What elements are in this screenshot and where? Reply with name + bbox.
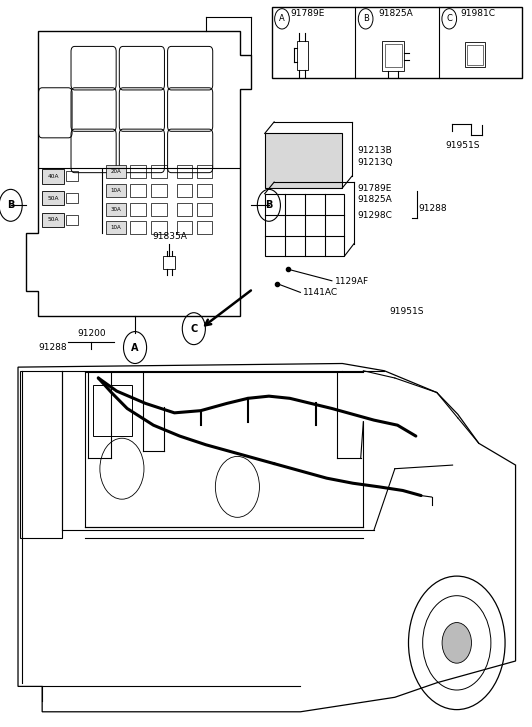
Bar xyxy=(151,166,167,178)
Bar xyxy=(130,203,146,216)
Text: B: B xyxy=(265,201,272,210)
Bar xyxy=(177,221,192,234)
Text: 91200: 91200 xyxy=(77,329,106,338)
Text: C: C xyxy=(446,15,452,23)
Bar xyxy=(42,169,64,183)
Bar xyxy=(177,184,192,197)
Text: 91789E: 91789E xyxy=(290,9,325,18)
Text: 91825A: 91825A xyxy=(379,9,413,18)
Text: A: A xyxy=(131,342,139,353)
Text: 91298C: 91298C xyxy=(357,212,392,220)
Text: 91951S: 91951S xyxy=(446,141,480,150)
Bar xyxy=(177,203,192,216)
Text: 91213Q: 91213Q xyxy=(357,158,393,167)
Text: 91789E: 91789E xyxy=(357,184,392,193)
Bar xyxy=(465,42,485,68)
Bar xyxy=(130,166,146,178)
Bar xyxy=(197,184,212,197)
Bar xyxy=(163,256,176,269)
Bar xyxy=(130,184,146,197)
Bar xyxy=(106,203,126,216)
Bar xyxy=(42,190,64,205)
Bar xyxy=(106,221,126,234)
Text: 91825A: 91825A xyxy=(357,196,392,204)
Text: 91835A: 91835A xyxy=(152,232,187,241)
Bar xyxy=(383,41,404,71)
Bar xyxy=(197,203,212,216)
Text: A: A xyxy=(279,15,285,23)
Bar xyxy=(151,184,167,197)
Bar xyxy=(106,166,126,178)
Text: 91213B: 91213B xyxy=(357,146,392,155)
Bar xyxy=(151,203,167,216)
Bar xyxy=(265,193,344,256)
Text: 10A: 10A xyxy=(111,225,121,230)
Bar xyxy=(93,385,132,436)
Text: 20A: 20A xyxy=(111,169,121,174)
Bar xyxy=(151,221,167,234)
Text: 91951S: 91951S xyxy=(389,308,424,316)
Text: B: B xyxy=(7,201,14,210)
Text: 50A: 50A xyxy=(47,196,59,201)
Text: 30A: 30A xyxy=(111,207,121,212)
Bar xyxy=(197,166,212,178)
Bar xyxy=(66,172,78,181)
Bar xyxy=(271,7,522,79)
Bar xyxy=(297,41,308,70)
Bar xyxy=(66,214,78,225)
Text: 50A: 50A xyxy=(47,217,59,222)
Bar xyxy=(265,134,343,188)
Text: B: B xyxy=(363,15,369,23)
Text: 91288: 91288 xyxy=(38,343,67,353)
Bar xyxy=(197,221,212,234)
Text: 91981C: 91981C xyxy=(461,9,496,18)
Circle shape xyxy=(442,622,471,663)
Bar xyxy=(106,184,126,197)
Text: 1141AC: 1141AC xyxy=(303,289,338,297)
Text: 10A: 10A xyxy=(111,188,121,193)
Bar xyxy=(130,221,146,234)
Bar xyxy=(177,166,192,178)
Bar xyxy=(66,193,78,203)
Text: 40A: 40A xyxy=(47,174,59,179)
Bar xyxy=(42,212,64,227)
Text: 91288: 91288 xyxy=(419,204,447,213)
Bar xyxy=(467,45,483,65)
Text: C: C xyxy=(190,324,197,334)
Bar xyxy=(385,44,402,68)
Text: 1129AF: 1129AF xyxy=(335,277,369,286)
